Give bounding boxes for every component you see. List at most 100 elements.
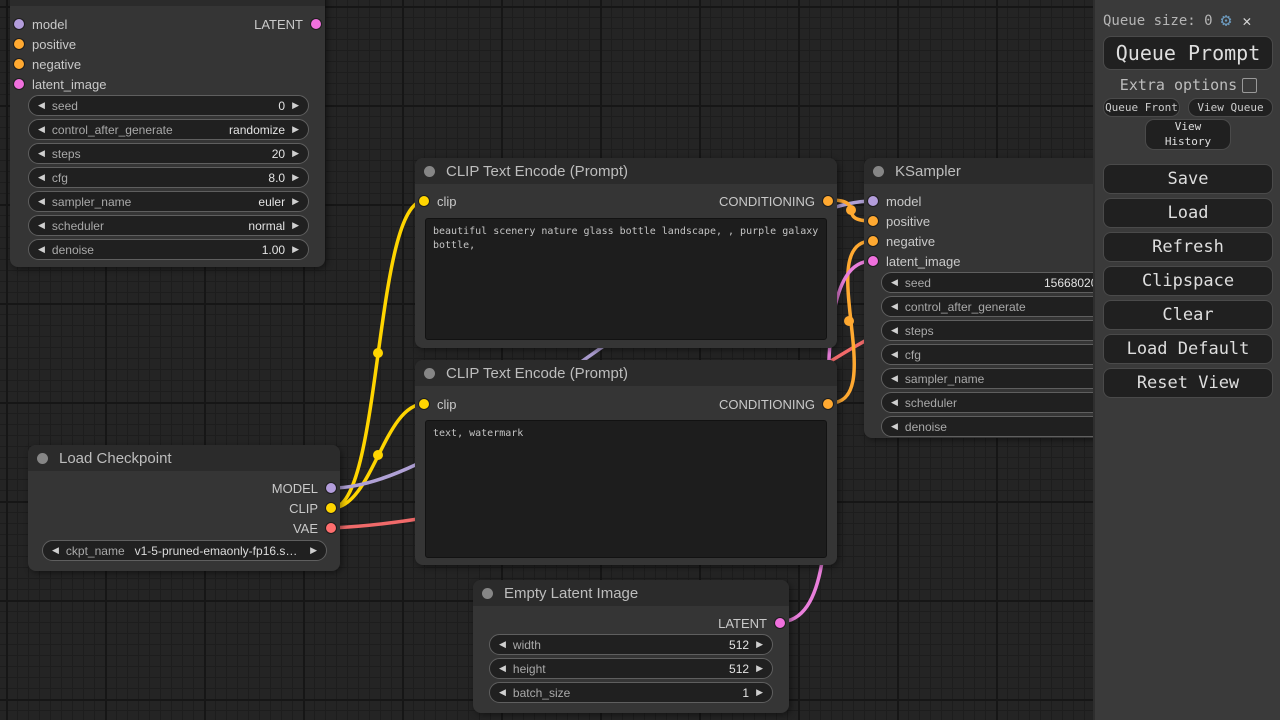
input-negative[interactable]: negative (868, 231, 935, 251)
widget-cfg[interactable]: ◀ cfg 8.0 ▶ (28, 167, 309, 188)
decrement-icon[interactable]: ◀ (891, 373, 898, 383)
input-negative[interactable]: negative (14, 54, 81, 74)
node-title-bar[interactable]: Empty Latent Image (473, 580, 789, 606)
load-button[interactable]: Load (1103, 198, 1273, 228)
port-dot-conditioning[interactable] (823, 196, 833, 206)
increment-icon[interactable]: ▶ (756, 639, 763, 649)
node-title-bar[interactable]: CLIP Text Encode (Prompt) (415, 360, 837, 386)
decrement-icon[interactable]: ◀ (38, 244, 45, 254)
node-ksampler-partial[interactable]: model positive negative latent_image LAT… (10, 0, 325, 267)
port-dot-negative[interactable] (14, 59, 24, 69)
output-conditioning[interactable]: CONDITIONING (719, 191, 833, 211)
node-clip-text-encode-negative[interactable]: CLIP Text Encode (Prompt) clip CONDITION… (415, 360, 837, 565)
node-ksampler[interactable]: KSampler model positive negative latent_… (864, 158, 1113, 438)
widget-denoise[interactable]: ◀ denoise 1.00 ▶ (28, 239, 309, 260)
port-dot-clip[interactable] (326, 503, 336, 513)
port-dot-conditioning[interactable] (823, 399, 833, 409)
prompt-textarea[interactable]: text, watermark (425, 420, 827, 558)
collapse-dot-icon[interactable] (424, 165, 435, 177)
widget-width[interactable]: ◀ width 512 ▶ (489, 634, 773, 655)
load-default-button[interactable]: Load Default (1103, 334, 1273, 364)
decrement-icon[interactable]: ◀ (891, 325, 898, 335)
collapse-dot-icon[interactable] (873, 165, 884, 177)
port-dot-latent-image[interactable] (868, 256, 878, 266)
widget-steps[interactable]: ◀ steps (881, 320, 1105, 341)
input-model[interactable]: model (14, 14, 67, 34)
increment-icon[interactable]: ▶ (292, 244, 299, 254)
prev-icon[interactable]: ◀ (52, 545, 59, 555)
view-history-button[interactable]: View History (1145, 119, 1231, 150)
clipspace-button[interactable]: Clipspace (1103, 266, 1273, 296)
port-dot-model[interactable] (14, 19, 24, 29)
port-dot-negative[interactable] (868, 236, 878, 246)
increment-icon[interactable]: ▶ (756, 687, 763, 697)
prompt-textarea[interactable]: beautiful scenery nature glass bottle la… (425, 218, 827, 340)
output-conditioning[interactable]: CONDITIONING (719, 394, 833, 414)
decrement-icon[interactable]: ◀ (38, 172, 45, 182)
collapse-dot-icon[interactable] (424, 367, 435, 379)
refresh-button[interactable]: Refresh (1103, 232, 1273, 262)
output-vae[interactable]: VAE (293, 518, 336, 538)
increment-icon[interactable]: ▶ (292, 148, 299, 158)
node-title-bar[interactable]: KSampler (864, 158, 1113, 184)
widget-sampler-name[interactable]: ◀ sampler_name (881, 368, 1105, 389)
widget-steps[interactable]: ◀ steps 20 ▶ (28, 143, 309, 164)
increment-icon[interactable]: ▶ (292, 196, 299, 206)
port-dot-latent-image[interactable] (14, 79, 24, 89)
decrement-icon[interactable]: ◀ (38, 196, 45, 206)
collapse-dot-icon[interactable] (482, 587, 493, 599)
reset-view-button[interactable]: Reset View (1103, 368, 1273, 398)
increment-icon[interactable]: ▶ (756, 663, 763, 673)
node-load-checkpoint[interactable]: Load Checkpoint MODEL CLIP VAE ◀ ckpt_na… (28, 445, 340, 571)
decrement-icon[interactable]: ◀ (499, 639, 506, 649)
decrement-icon[interactable]: ◀ (891, 421, 898, 431)
port-dot-positive[interactable] (14, 39, 24, 49)
widget-ckpt-name[interactable]: ◀ ckpt_name v1-5-pruned-emaonly-fp16.s… … (42, 540, 327, 561)
node-empty-latent-image[interactable]: Empty Latent Image LATENT ◀ width 512 ▶ … (473, 580, 789, 713)
increment-icon[interactable]: ▶ (292, 172, 299, 182)
port-dot-positive[interactable] (868, 216, 878, 226)
node-title-bar[interactable] (10, 0, 325, 6)
widget-denoise[interactable]: ◀ denoise (881, 416, 1105, 437)
widget-control-after-generate[interactable]: ◀ control_after_generate randomize (881, 296, 1105, 317)
output-latent[interactable]: LATENT (254, 14, 321, 34)
increment-icon[interactable]: ▶ (292, 124, 299, 134)
port-dot-latent[interactable] (311, 19, 321, 29)
port-dot-vae[interactable] (326, 523, 336, 533)
output-latent[interactable]: LATENT (718, 613, 785, 633)
widget-seed[interactable]: ◀ seed 0 ▶ (28, 95, 309, 116)
input-model[interactable]: model (868, 191, 921, 211)
port-dot-model[interactable] (868, 196, 878, 206)
decrement-icon[interactable]: ◀ (38, 100, 45, 110)
widget-height[interactable]: ◀ height 512 ▶ (489, 658, 773, 679)
next-icon[interactable]: ▶ (310, 545, 317, 555)
decrement-icon[interactable]: ◀ (891, 277, 898, 287)
input-clip[interactable]: clip (419, 191, 457, 211)
decrement-icon[interactable]: ◀ (499, 663, 506, 673)
view-queue-button[interactable]: View Queue (1188, 98, 1273, 117)
collapse-dot-icon[interactable] (37, 452, 48, 464)
widget-sampler-name[interactable]: ◀ sampler_name euler ▶ (28, 191, 309, 212)
node-title-bar[interactable]: CLIP Text Encode (Prompt) (415, 158, 837, 184)
input-latent-image[interactable]: latent_image (868, 251, 960, 271)
widget-scheduler[interactable]: ◀ scheduler (881, 392, 1105, 413)
decrement-icon[interactable]: ◀ (499, 687, 506, 697)
widget-control-after-generate[interactable]: ◀ control_after_generate randomize ▶ (28, 119, 309, 140)
port-dot-latent[interactable] (775, 618, 785, 628)
output-clip[interactable]: CLIP (289, 498, 336, 518)
increment-icon[interactable]: ▶ (292, 100, 299, 110)
extra-options-checkbox[interactable] (1242, 77, 1258, 93)
node-clip-text-encode-positive[interactable]: CLIP Text Encode (Prompt) clip CONDITION… (415, 158, 837, 348)
widget-seed[interactable]: ◀ seed 1566802087 (881, 272, 1105, 293)
widget-batch-size[interactable]: ◀ batch_size 1 ▶ (489, 682, 773, 703)
clear-button[interactable]: Clear (1103, 300, 1273, 330)
decrement-icon[interactable]: ◀ (891, 349, 898, 359)
settings-gear-icon[interactable]: ⚙ (1220, 10, 1232, 31)
decrement-icon[interactable]: ◀ (891, 301, 898, 311)
output-model[interactable]: MODEL (272, 478, 336, 498)
decrement-icon[interactable]: ◀ (38, 148, 45, 158)
widget-cfg[interactable]: ◀ cfg (881, 344, 1105, 365)
input-positive[interactable]: positive (14, 34, 76, 54)
save-button[interactable]: Save (1103, 164, 1273, 194)
